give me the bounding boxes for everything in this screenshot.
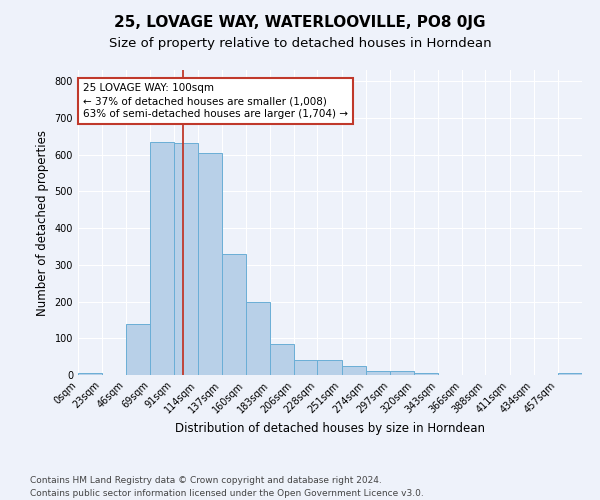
Bar — [366, 372, 390, 375]
X-axis label: Distribution of detached houses by size in Horndean: Distribution of detached houses by size … — [175, 422, 485, 434]
Bar — [414, 373, 438, 375]
Bar — [390, 370, 414, 375]
Bar — [558, 373, 582, 375]
Bar — [295, 360, 317, 375]
Bar — [127, 324, 151, 375]
Bar — [222, 254, 246, 375]
Bar — [317, 360, 341, 375]
Bar — [341, 366, 366, 375]
Text: Contains HM Land Registry data © Crown copyright and database right 2024.
Contai: Contains HM Land Registry data © Crown c… — [30, 476, 424, 498]
Text: 25, LOVAGE WAY, WATERLOOVILLE, PO8 0JG: 25, LOVAGE WAY, WATERLOOVILLE, PO8 0JG — [114, 15, 486, 30]
Bar — [270, 344, 294, 375]
Bar — [78, 373, 102, 375]
Bar — [151, 142, 173, 375]
Bar — [246, 302, 270, 375]
Bar — [173, 144, 198, 375]
Y-axis label: Number of detached properties: Number of detached properties — [36, 130, 49, 316]
Text: 25 LOVAGE WAY: 100sqm
← 37% of detached houses are smaller (1,008)
63% of semi-d: 25 LOVAGE WAY: 100sqm ← 37% of detached … — [83, 83, 348, 120]
Bar — [198, 152, 222, 375]
Text: Size of property relative to detached houses in Horndean: Size of property relative to detached ho… — [109, 38, 491, 51]
